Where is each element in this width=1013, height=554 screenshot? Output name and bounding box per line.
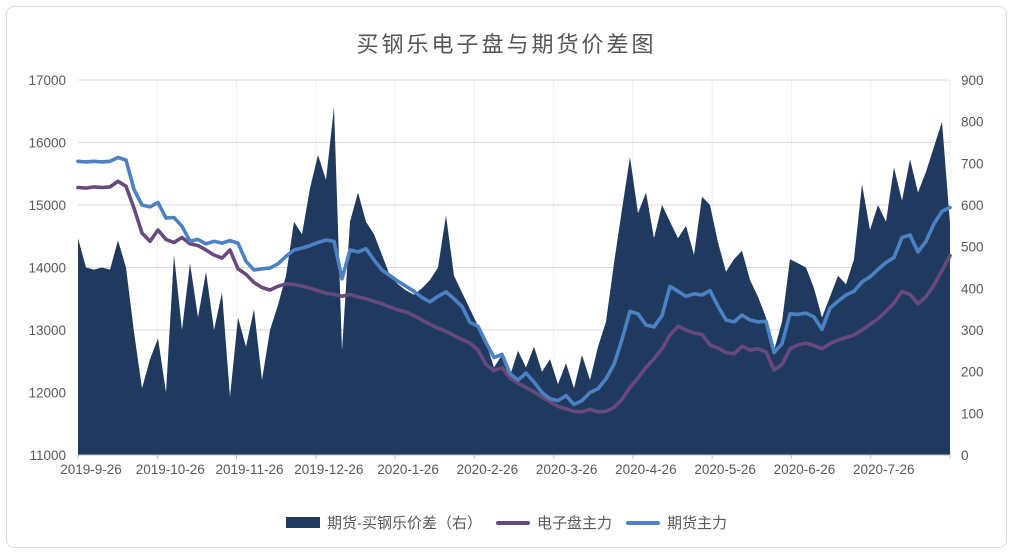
chart-title: 买钢乐电子盘与期货价差图 [356, 32, 657, 57]
x-axis-tick-label: 2020-1-26 [377, 462, 439, 477]
futures-line-swatch-icon [626, 520, 660, 525]
electronic-line-swatch-icon [495, 520, 530, 525]
x-axis-tick-label: 2019-9-26 [60, 462, 122, 477]
y-axis-right-tick-label: 900 [961, 73, 984, 88]
y-axis-right-tick-label: 200 [961, 365, 984, 380]
y-axis-left-tick-label: 14000 [28, 261, 66, 276]
electronic-line-series [76, 179, 952, 414]
chart-legend: 期货-买钢乐价差（右） 电子盘主力 期货主力 [7, 512, 1006, 533]
y-axis-right-tick-label: 0 [961, 448, 969, 463]
y-axis-left-tick-label: 12000 [28, 386, 66, 401]
y-axis-right-tick-label: 700 [961, 156, 984, 171]
legend-item-spread: 期货-买钢乐价差（右） [285, 512, 482, 533]
spread-area-series [78, 107, 950, 455]
x-axis-tick-label: 2020-4-26 [615, 462, 677, 477]
x-axis-tick-label: 2020-3-26 [536, 462, 598, 477]
y-axis-left-tick-label: 17000 [28, 73, 66, 88]
legend-item-futures: 期货主力 [626, 512, 727, 533]
x-axis-tick-label: 2020-6-26 [774, 462, 836, 477]
x-axis-tick-label: 2019-10-26 [136, 462, 205, 477]
legend-label-futures: 期货主力 [667, 515, 728, 532]
y-axis-left-tick-label: 15000 [28, 198, 66, 213]
legend-label-electronic: 电子盘主力 [536, 515, 612, 532]
y-axis-right-tick-label: 500 [961, 240, 984, 255]
x-axis-tick-label: 2019-12-26 [294, 462, 363, 477]
y-axis-left-tick-label: 11000 [29, 448, 66, 463]
x-axis-tick-label: 2019-11-26 [216, 462, 284, 477]
chart-canvas: 11000 12000 13000 14000 15000 16000 17000 0 100 2… [28, 73, 984, 477]
y-axis-right-tick-label: 600 [961, 198, 984, 213]
spread-area-swatch-icon [285, 517, 320, 528]
x-axis-tick-label: 2020-7-26 [853, 462, 915, 477]
y-axis-right-tick-label: 300 [961, 323, 984, 338]
x-axis-tick-label: 2020-5-26 [694, 462, 756, 477]
legend-item-electronic: 电子盘主力 [495, 512, 612, 533]
y-axis-right-tick-label: 400 [961, 281, 984, 296]
y-axis-left-tick-label: 16000 [28, 136, 66, 151]
y-axis-right-tick-label: 800 [961, 115, 984, 130]
futures-line-series [76, 155, 952, 407]
y-axis-right-tick-label: 100 [961, 406, 984, 421]
y-axis-left-tick-label: 13000 [28, 323, 66, 338]
x-axis-tick-label: 2020-2-26 [457, 462, 519, 477]
chart-frame: 买钢乐电子盘与期货价差图 11000 12000 13000 14000 15000 16… [6, 6, 1007, 548]
legend-label-spread: 期货-买钢乐价差（右） [326, 515, 482, 532]
